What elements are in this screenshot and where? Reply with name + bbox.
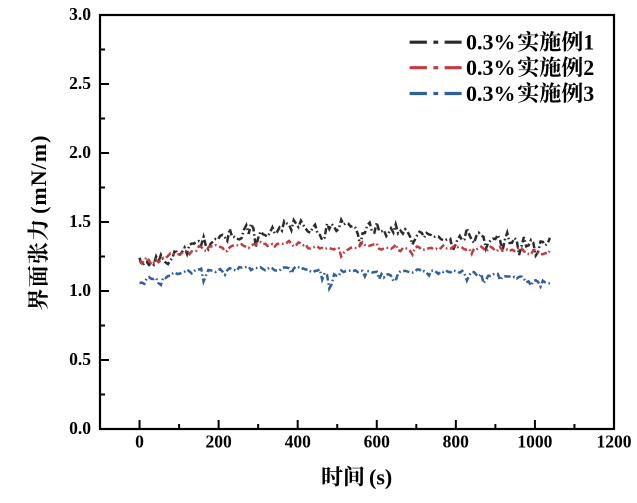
svg-text:1.0: 1.0 xyxy=(69,280,91,300)
svg-text:800: 800 xyxy=(443,432,470,452)
svg-text:2.0: 2.0 xyxy=(69,142,91,162)
svg-text:0.3%: 0.3% xyxy=(466,55,516,80)
svg-text:1: 1 xyxy=(583,30,594,55)
svg-text:3.0: 3.0 xyxy=(69,4,91,24)
svg-text:0: 0 xyxy=(135,432,144,452)
svg-text:0.0: 0.0 xyxy=(69,418,91,438)
svg-text:2.5: 2.5 xyxy=(69,73,91,93)
svg-text:400: 400 xyxy=(285,432,312,452)
svg-text:0.3%: 0.3% xyxy=(466,30,516,55)
svg-text:1200: 1200 xyxy=(597,432,632,452)
svg-text:1000: 1000 xyxy=(517,432,552,452)
svg-text:(mN/m): (mN/m) xyxy=(26,135,51,214)
svg-text:0.5: 0.5 xyxy=(69,349,91,369)
svg-text:600: 600 xyxy=(364,432,391,452)
svg-text:(s): (s) xyxy=(369,465,392,490)
svg-text:2: 2 xyxy=(583,55,594,80)
svg-text:0.3%: 0.3% xyxy=(466,81,516,106)
svg-text:1.5: 1.5 xyxy=(69,211,91,231)
svg-text:3: 3 xyxy=(583,81,594,106)
svg-text:200: 200 xyxy=(205,432,232,452)
